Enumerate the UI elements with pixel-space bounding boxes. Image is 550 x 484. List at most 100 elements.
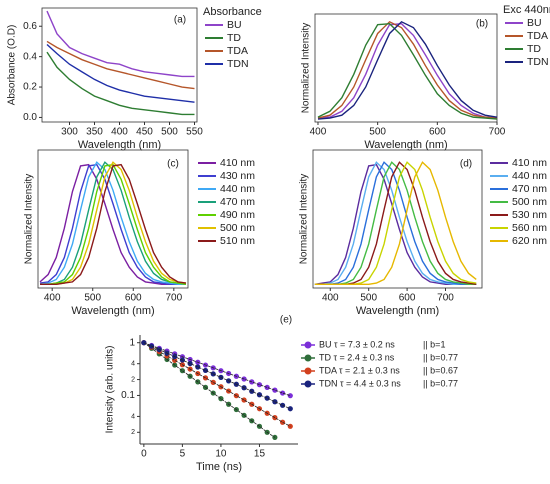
data-line [39,161,186,286]
y-tick-label: 4 [131,361,135,368]
data-point [264,395,270,401]
legend-label: TDN [227,58,249,70]
fit-line [143,342,291,410]
legend-label: 430 nm [220,170,255,182]
data-line [317,20,498,120]
y-axis-label: Normalized Intensity [299,174,310,265]
data-point [210,379,216,385]
y-tick-label: 0.0 [23,112,37,123]
legend-label: TD [527,43,541,55]
legend-marker [304,380,312,388]
legend-label: 490 nm [220,209,255,221]
y-tick-label: 0.2 [23,82,37,93]
panel-label: (e) [280,315,292,326]
data-line [46,40,195,90]
x-tick-label: 600 [399,293,416,304]
legend-label: BU τ = 7.3 ± 0.2 ns [319,339,395,349]
x-tick-label: 550 [186,127,203,138]
x-axis-label: Wavelength (nm) [78,139,161,151]
x-tick-label: 300 [61,127,78,138]
data-point [195,364,201,370]
y-axis-label: Normalized Intensity [301,23,312,114]
y-axis-label: Absorbance (O.D) [7,25,18,106]
data-line [317,23,498,119]
data-line [46,51,195,116]
x-tick-label: 700 [437,293,454,304]
legend-label: 500 nm [220,222,255,234]
x-axis-label: Wavelength (nm) [356,305,439,317]
data-line [317,23,498,120]
data-line [40,161,187,286]
legend-label: TD τ = 2.4 ± 0.3 ns [319,352,395,362]
legend-label: 510 nm [220,235,255,247]
x-tick-label: 500 [161,127,178,138]
legend-label: 410 nm [220,157,255,169]
legend-label: TDA [227,45,248,57]
data-line [39,163,186,286]
y-tick-label: 2 [131,376,135,383]
fit-line [143,342,276,438]
x-axis-label: Time (ns) [196,461,242,473]
data-line [40,163,187,286]
data-point [172,357,178,363]
legend-label: 470 nm [220,196,255,208]
y-tick-label: 1 [129,337,135,348]
data-point [287,393,293,399]
legend-label: TDN [527,56,549,68]
legend-marker [304,341,312,349]
x-tick-label: 700 [489,127,506,138]
x-tick-label: 5 [180,449,186,460]
data-line [314,163,477,286]
y-tick-label: 0.1 [121,390,135,401]
x-tick-label: 500 [369,127,386,138]
data-point [202,375,209,381]
fit-line [143,342,291,427]
x-axis-label: Wavelength (nm) [71,305,154,317]
data-point [272,387,278,393]
x-tick-label: 700 [165,293,182,304]
data-point [202,367,209,374]
legend-label: 410 nm [512,157,547,169]
data-point [264,384,270,391]
plot-frame [37,149,189,289]
x-tick-label: 450 [136,127,153,138]
legend-label: TD [227,32,241,44]
panel-label: (b) [476,19,488,30]
panel-label: (c) [167,159,179,170]
data-line [40,163,187,286]
legend-label: BU [227,19,242,31]
legend-label: 500 nm [512,196,547,208]
legend-marker [304,367,312,375]
data-line [317,20,498,119]
data-line [40,161,187,286]
x-tick-label: 0 [141,449,147,460]
data-line [314,161,477,286]
x-axis-label: Wavelength (nm) [364,139,447,151]
data-point [272,399,278,405]
y-tick-label: 2 [131,429,135,436]
legend-label: BU [527,17,542,29]
x-tick-label: 600 [429,127,446,138]
y-tick-label: 4 [131,413,135,420]
legend-label: 440 nm [220,183,255,195]
x-tick-label: 500 [84,293,101,304]
data-line [314,161,477,286]
data-line [46,43,195,103]
y-tick-label: 0.6 [23,21,37,32]
plot-frame [314,13,498,123]
plot-frame [312,149,483,289]
x-tick-label: 15 [254,449,266,460]
x-tick-label: 600 [125,293,142,304]
legend-label: 470 nm [512,183,547,195]
legend-label: TDA τ = 2.1 ± 0.3 ns [319,365,400,375]
x-tick-label: 400 [111,127,128,138]
legend-label: 530 nm [512,209,547,221]
legend-label: TDA [527,30,548,42]
data-line [314,161,477,286]
x-tick-label: 400 [310,127,327,138]
panel-label: (d) [460,159,472,170]
data-point [241,397,247,403]
legend-label: TDN τ = 4.4 ± 0.3 ns [319,378,401,388]
